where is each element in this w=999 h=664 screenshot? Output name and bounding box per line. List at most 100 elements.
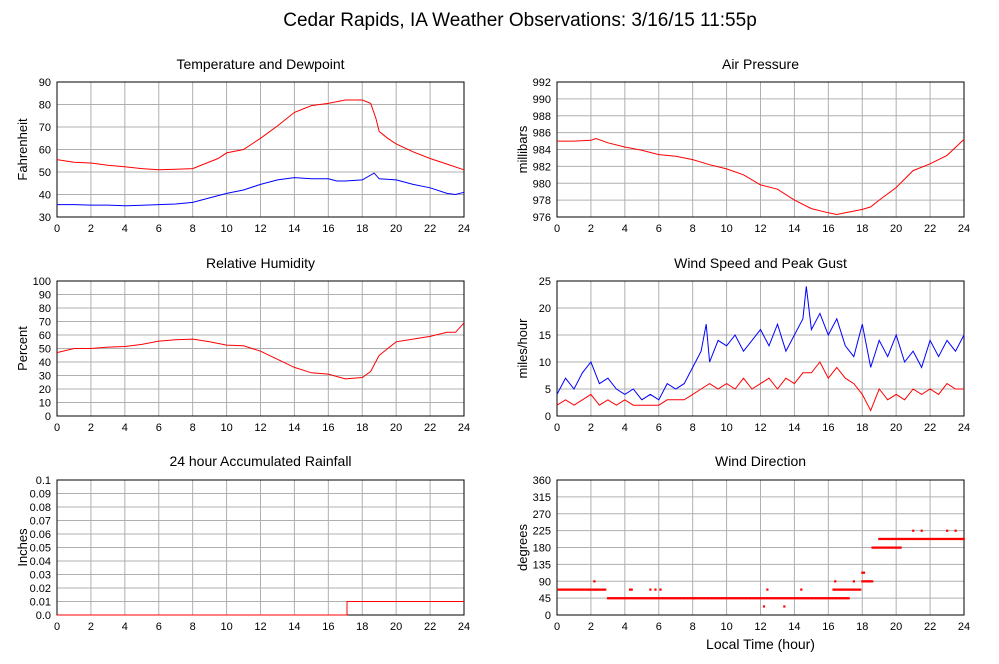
y-tick-label: 180 (533, 543, 551, 555)
data-point (601, 588, 604, 591)
series-line-0 (57, 601, 464, 616)
data-point (796, 597, 800, 600)
data-point (785, 597, 788, 600)
x-tick-label: 14 (788, 621, 800, 633)
x-tick-label: 24 (958, 422, 970, 434)
chart-title: Temperature and Dewpoint (176, 56, 344, 72)
data-point (896, 537, 899, 541)
data-point (933, 537, 936, 541)
y-tick-label: 360 (533, 475, 551, 487)
y-tick-label: 976 (533, 212, 551, 224)
data-point (852, 580, 855, 583)
data-point (635, 597, 638, 600)
y-tick-label: 980 (533, 178, 551, 190)
x-tick-label: 10 (720, 223, 732, 235)
data-point (708, 597, 711, 600)
data-point (688, 597, 691, 600)
data-point (730, 597, 733, 600)
y-tick-label: 0.06 (30, 529, 51, 541)
series-line-1 (556, 361, 964, 412)
data-point (654, 588, 657, 591)
data-point (726, 597, 729, 600)
data-point (859, 588, 862, 591)
data-point (935, 537, 939, 541)
chart-title: Wind Speed and Peak Gust (674, 255, 847, 271)
data-point (874, 546, 877, 549)
y-tick-label: 70 (39, 122, 51, 134)
data-point (615, 597, 618, 600)
data-point (763, 597, 766, 600)
data-point (705, 597, 708, 600)
y-tick-label: 0.09 (30, 489, 51, 501)
data-point (598, 588, 601, 591)
data-point (732, 597, 735, 600)
x-tick-label: 2 (588, 223, 594, 235)
data-point (595, 588, 598, 591)
data-point (813, 597, 816, 600)
data-point (749, 597, 752, 600)
data-point (599, 588, 603, 591)
x-tick-label: 20 (390, 621, 402, 633)
data-point (871, 580, 874, 583)
data-point (952, 537, 956, 541)
chart-pressure: 0 2 4 6 8 10 12 14 16 18 20 22 249769789809829849869… (515, 56, 970, 235)
data-point (948, 537, 951, 541)
data-point (709, 597, 712, 600)
chart-title: Wind Direction (715, 453, 806, 469)
data-point (888, 537, 891, 541)
y-tick-label: 90 (39, 290, 51, 302)
data-point (604, 588, 607, 591)
data-point (737, 597, 740, 600)
data-point (630, 597, 634, 600)
x-tick-label: 12 (754, 621, 766, 633)
y-tick-label: 0.03 (30, 570, 51, 582)
data-point (840, 588, 844, 591)
data-point (917, 537, 920, 541)
data-point (897, 537, 901, 541)
x-tick-label: 8 (190, 422, 196, 434)
y-tick-label: 0.07 (30, 516, 51, 528)
data-point (628, 588, 632, 591)
data-point (722, 597, 725, 600)
data-point (861, 571, 864, 574)
data-point (912, 529, 915, 532)
data-point (578, 588, 582, 591)
data-point (900, 537, 903, 541)
chart-winddir: 0 2 4 6 8 10 12 14 16 18 20 22 240459013518022527031… (515, 453, 970, 652)
x-tick-label: 22 (924, 621, 936, 633)
data-point (891, 546, 894, 549)
data-point (622, 597, 625, 600)
y-tick-label: 0.01 (30, 597, 51, 609)
data-point (560, 588, 563, 591)
data-point (740, 597, 743, 600)
data-point (841, 597, 845, 600)
data-point (747, 597, 750, 600)
data-point (758, 597, 762, 600)
data-point (825, 597, 828, 600)
x-tick-label: 4 (122, 621, 128, 633)
data-point (593, 580, 596, 583)
data-point (809, 597, 812, 600)
data-point (852, 588, 855, 591)
data-point (864, 580, 867, 583)
data-point (881, 537, 884, 541)
y-tick-label: 0 (545, 610, 551, 622)
data-point (633, 597, 636, 600)
data-point (808, 597, 811, 600)
data-point (822, 597, 825, 600)
data-point (664, 597, 667, 600)
data-point (886, 537, 889, 541)
data-point (627, 597, 631, 600)
data-point (893, 546, 897, 549)
data-point (871, 546, 874, 549)
x-tick-label: 2 (588, 422, 594, 434)
data-point (845, 588, 848, 591)
x-tick-label: 4 (122, 422, 128, 434)
y-axis-label: millibars (515, 125, 530, 173)
data-point (842, 588, 845, 591)
data-point (783, 605, 786, 608)
data-point (889, 537, 892, 541)
y-tick-label: 984 (533, 145, 551, 157)
data-point (623, 597, 626, 600)
y-axis-label: Percent (15, 326, 30, 371)
